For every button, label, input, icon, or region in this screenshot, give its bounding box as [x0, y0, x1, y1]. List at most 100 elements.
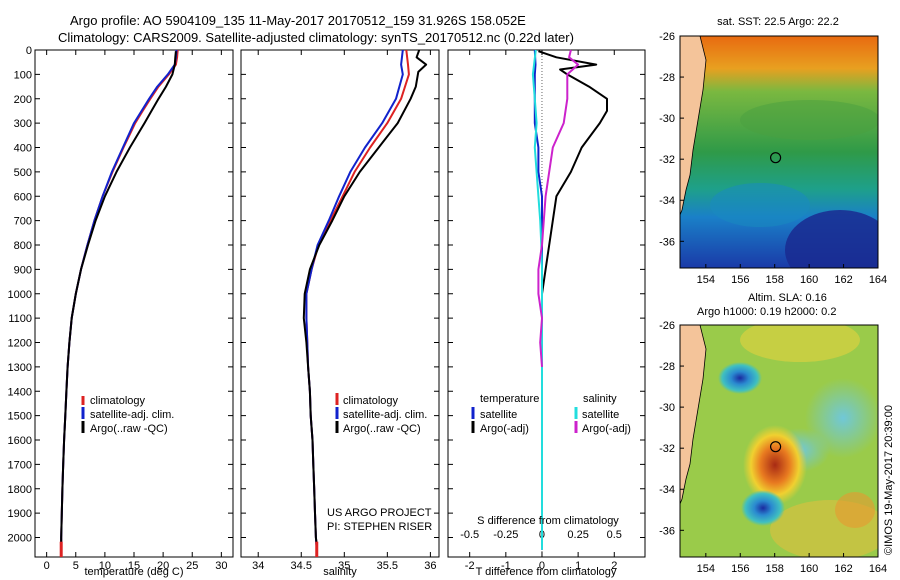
sla-high-eddy — [743, 425, 807, 505]
series-line-s-satellite — [531, 49, 543, 550]
y-tick-label: 1300 — [8, 362, 32, 374]
s-tick-label: 0.25 — [567, 529, 588, 541]
sla-orange-patch — [835, 492, 875, 528]
x-tick-label: 2 — [611, 560, 617, 572]
lat-tick-label: -32 — [659, 154, 675, 166]
y-tick-label: 0 — [26, 45, 32, 57]
lon-tick-label: 164 — [869, 274, 887, 286]
legend-satellite-sal: satellite-adj. clim. — [343, 409, 427, 421]
sla-float-marker — [769, 441, 782, 453]
y-tick-label: 600 — [14, 191, 32, 203]
salinity-panel — [240, 49, 440, 558]
sst-map-title: sat. SST: 22.5 Argo: 22.2 — [717, 16, 839, 28]
series-line-t-argo-adj- — [538, 50, 608, 416]
series-line-satellite-adj-clim- — [60, 49, 178, 550]
sla-land — [680, 325, 707, 505]
diff-legend-t-satellite: satellite — [480, 409, 517, 421]
lon-tick-label: 156 — [731, 274, 749, 286]
diff-legend-t-argo: Argo(-adj) — [480, 423, 529, 435]
y-tick-label: 100 — [14, 69, 32, 81]
diff-legend-salinity-head: salinity — [583, 393, 617, 405]
lon-tick-label: 158 — [766, 563, 784, 575]
sla-map — [680, 325, 878, 557]
series-line-climatology — [305, 49, 410, 550]
s-tick-label: 0.5 — [607, 529, 622, 541]
lon-tick-label: 160 — [800, 274, 818, 286]
lat-tick-label: -36 — [659, 236, 675, 248]
lon-tick-label: 158 — [766, 274, 784, 286]
x-tick-label: 36 — [424, 560, 436, 572]
lat-tick-label: -26 — [659, 31, 675, 43]
lon-tick-label: 156 — [731, 563, 749, 575]
sla-map-title-1: Altim. SLA: 0.16 — [748, 292, 827, 304]
header-line-1: Argo profile: AO 5904109_135 11-May-2017… — [70, 13, 526, 28]
diff-legend-s-satellite: satellite — [582, 409, 619, 421]
lat-tick-label: -28 — [659, 72, 675, 84]
lon-tick-label: 154 — [697, 563, 715, 575]
y-tick-label: 900 — [14, 264, 32, 276]
diff-legend-temperature-head: temperature — [480, 393, 539, 405]
series-line-climatology — [60, 49, 179, 550]
difference-chart: -2 -1 0 1 2-0.5 -0.25 0 0.25 0.5 — [448, 49, 645, 572]
project-line-1: US ARGO PROJECT — [327, 507, 432, 519]
y-tick-label: 1600 — [8, 435, 32, 447]
legend-climatology-sal: climatology — [343, 395, 399, 407]
sst-map-frame — [679, 35, 879, 269]
header-line-2: Climatology: CARS2009. Satellite-adjuste… — [58, 30, 574, 45]
sla-yellow-north — [740, 325, 860, 362]
lon-tick-label: 154 — [697, 274, 715, 286]
legend-satellite: satellite-adj. clim. — [90, 409, 174, 421]
series-line-satellite-adj-clim- — [305, 49, 404, 550]
series-line-argo-raw-qc- — [60, 51, 177, 543]
sla-map-frame — [679, 324, 879, 558]
x-tick-label: 35.5 — [377, 560, 398, 572]
x-tick-label: 15 — [128, 560, 140, 572]
difference-panel — [447, 49, 646, 558]
salinity-chart: 34 34.5 35 35.5 36 — [241, 49, 439, 572]
y-tick-label: 2000 — [8, 533, 32, 545]
x-tick-label: -2 — [465, 560, 475, 572]
temperature-axis-label: temperature (deg C) — [84, 566, 183, 578]
y-tick-label: 1800 — [8, 484, 32, 496]
t-diff-axis-label: T difference from climatology — [476, 566, 617, 578]
diff-legend-s-argo: Argo(-adj) — [582, 423, 631, 435]
sla-low-eddy — [741, 490, 785, 526]
series-line-argo-raw-qc- — [302, 49, 428, 545]
credit-text: ©IMOS 19-May-2017 20:39:00 — [883, 405, 895, 555]
lat-tick-label: -28 — [659, 361, 675, 373]
sla-map-axes: 154 156 158 160 162 164 -26 -28 -30 -32 -34 -36 — [659, 320, 887, 575]
y-tick-label: 1500 — [8, 411, 32, 423]
sla-low-1 — [718, 362, 762, 394]
y-tick-label: 1100 — [8, 313, 32, 325]
x-tick-label: 10 — [99, 560, 111, 572]
salinity-axis-label: salinity — [323, 566, 357, 578]
lon-tick-label: 164 — [869, 563, 887, 575]
x-tick-label: -1 — [501, 560, 511, 572]
lat-tick-label: -30 — [659, 402, 675, 414]
lon-tick-label: 162 — [834, 274, 852, 286]
temperature-chart: 0 5 10 15 20 25 300100200300400500600700800900… — [8, 45, 233, 572]
y-tick-label: 1400 — [8, 386, 32, 398]
sst-float-marker — [769, 152, 782, 164]
x-tick-label: 5 — [73, 560, 79, 572]
x-tick-label: 0 — [44, 560, 50, 572]
y-tick-label: 1000 — [8, 289, 32, 301]
sst-green-patch — [740, 100, 878, 140]
x-tick-label: 25 — [186, 560, 198, 572]
lon-tick-label: 162 — [834, 563, 852, 575]
legend-climatology: climatology — [90, 395, 146, 407]
x-tick-label: 0 — [539, 560, 545, 572]
y-tick-label: 700 — [14, 216, 32, 228]
y-tick-label: 1700 — [8, 459, 32, 471]
lat-tick-label: -34 — [659, 195, 675, 207]
legend-argo: Argo(..raw -QC) — [90, 423, 168, 435]
sst-cold-patch — [785, 210, 878, 268]
x-tick-label: 30 — [215, 560, 227, 572]
sst-land — [680, 36, 707, 216]
y-tick-label: 300 — [14, 118, 32, 130]
lat-tick-label: -36 — [659, 525, 675, 537]
s-tick-label: -0.5 — [460, 529, 479, 541]
x-tick-label: 20 — [157, 560, 169, 572]
x-tick-label: 35 — [338, 560, 350, 572]
